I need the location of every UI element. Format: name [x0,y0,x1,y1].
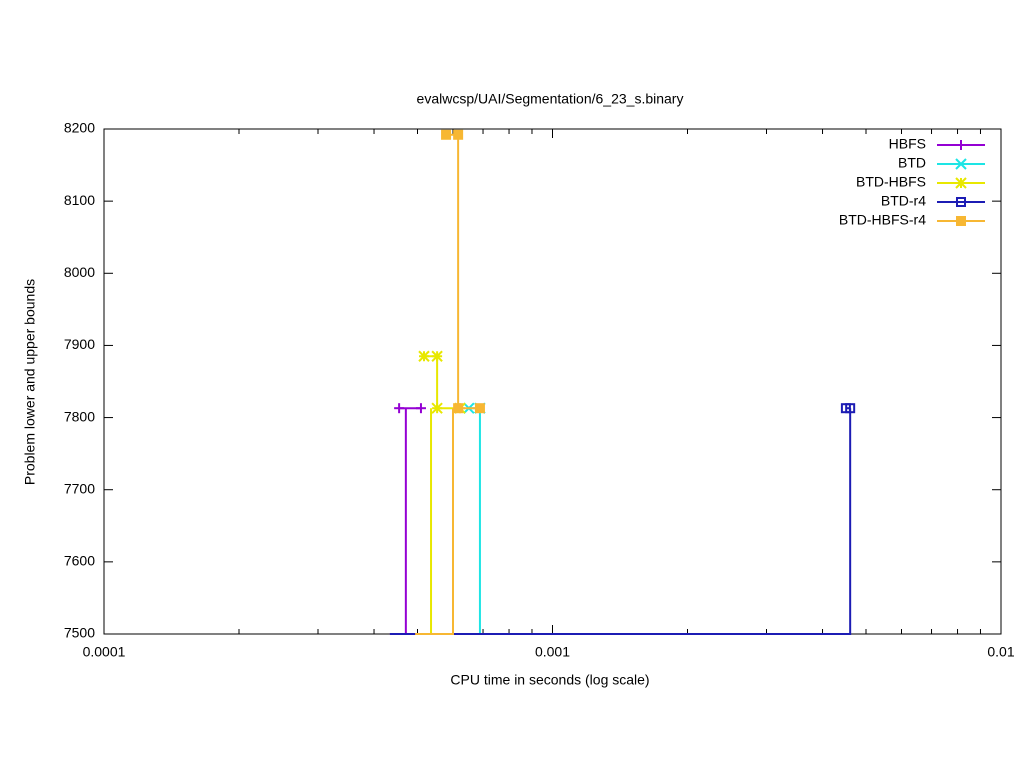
series-line [389,408,407,635]
point-marker [441,129,452,140]
point-marker [431,402,443,414]
x-axis-label: CPU time in seconds (log scale) [450,672,649,688]
point-marker-box [453,129,464,140]
legend-marker [955,158,967,170]
series-line [415,408,433,635]
point-marker [453,403,464,414]
point-marker-stroke [431,402,443,414]
point-marker [474,403,485,414]
legend-marker [956,140,966,150]
series-line [424,355,461,410]
point-marker-box [441,129,452,140]
legend-marker-box [956,197,966,207]
legend-marker [956,197,966,207]
legend-label: BTD-HBFS-r4 [839,212,926,228]
y-tick-label: 7800 [64,408,95,424]
x-tick-label: 0.001 [535,644,570,660]
point-marker [418,350,430,362]
point-marker-stroke [431,350,443,362]
point-marker-box [453,403,464,414]
legend-label: HBFS [889,136,926,152]
series-line [415,408,455,635]
legend-marker-box [956,216,966,226]
y-tick-label: 7600 [64,553,95,569]
y-tick-label: 7500 [64,625,95,641]
point-marker [431,350,443,362]
point-marker [845,403,856,414]
series-line [389,408,852,635]
x-tick-label: 0.0001 [83,644,126,660]
legend-label: BTD [898,155,926,171]
legend-label: BTD-r4 [881,193,926,209]
legend-marker-stroke [955,177,967,189]
point-marker-stroke [418,350,430,362]
point-marker-box [474,403,485,414]
legend-marker [955,177,967,189]
x-tick-label: 0.01 [987,644,1014,660]
y-tick-label: 7700 [64,480,95,496]
y-tick-label: 8000 [64,264,95,280]
y-tick-label: 8100 [64,192,95,208]
point-marker-box [845,403,856,414]
point-marker [394,403,405,414]
point-marker [415,403,426,414]
y-tick-label: 8200 [64,120,95,136]
legend-marker-stroke [955,158,967,170]
chart-title: evalwcsp/UAI/Segmentation/6_23_s.binary [417,91,684,107]
legend-marker [956,216,966,226]
legend-label: BTD-HBFS [856,174,926,190]
y-tick-label: 7900 [64,336,95,352]
point-marker [453,129,464,140]
y-axis-label: Problem lower and upper bounds [22,279,38,485]
plot-frame [103,128,1002,635]
series-line [446,133,480,410]
